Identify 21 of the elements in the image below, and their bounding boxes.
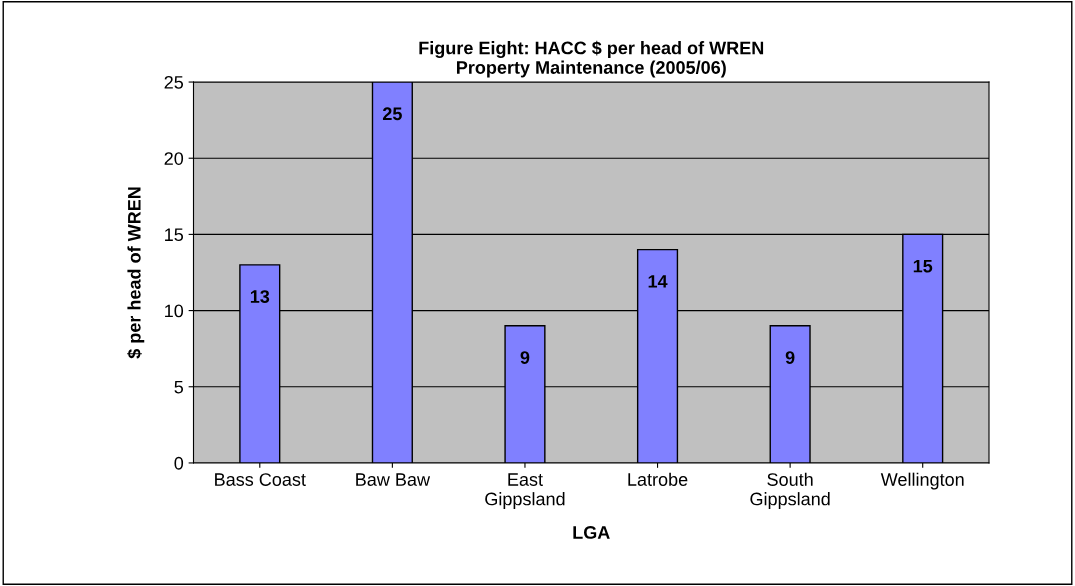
x-tick-label: Bass Coast — [215, 473, 306, 486]
data-label: 15 — [913, 259, 933, 273]
x-tick-label: East Gippsland — [485, 473, 565, 509]
y-tick-label: 10 — [165, 304, 184, 318]
x-tick-label: Baw Baw — [356, 473, 431, 486]
y-tick-label: 0 — [174, 456, 184, 470]
x-tick-label: Latrobe — [628, 472, 688, 486]
y-tick-label: 20 — [164, 152, 184, 165]
y-tick-label: 25 — [164, 75, 184, 89]
data-label: 25 — [382, 107, 402, 121]
data-label: 13 — [250, 290, 270, 303]
x-tick-label: South Gippsland — [750, 472, 830, 509]
y-tick-label: 5 — [174, 380, 184, 394]
y-tick-label: 15 — [165, 228, 184, 242]
x-tick-label: Wellington — [880, 472, 964, 490]
x-axis-title: LGA — [573, 526, 610, 539]
data-label: 9 — [785, 351, 795, 364]
chart-title: Figure Eight: HACC $ per head of WREN Property Maintenance (2005/06) — [419, 40, 764, 78]
y-axis-title: $ per head of WREN — [127, 187, 145, 359]
data-label: 14 — [648, 275, 668, 288]
data-label: 9 — [520, 351, 530, 364]
